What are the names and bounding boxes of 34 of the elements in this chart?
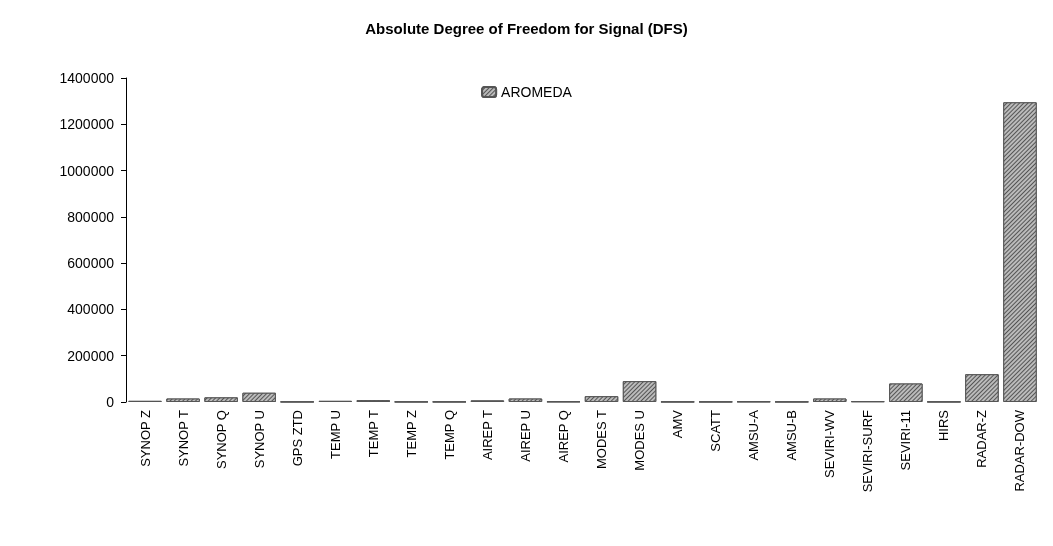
legend-label: AROMEDA bbox=[501, 84, 573, 100]
x-tick-label: SEVIRI-SURF bbox=[860, 409, 876, 493]
x-tick-label: TEMP Q bbox=[441, 410, 457, 460]
y-tick-label: 1200000 bbox=[59, 116, 115, 133]
x-tick-label: AIREP T bbox=[479, 409, 495, 461]
y-tick-label: 800000 bbox=[67, 208, 115, 225]
x-tick-label: MODES U bbox=[632, 410, 648, 471]
x-tick-label: TEMP U bbox=[327, 410, 343, 459]
x-tick-label: AIREP U bbox=[517, 410, 533, 462]
x-tick-label: SYNOP Z bbox=[137, 409, 153, 467]
x-tick-label: AMSU-A bbox=[746, 409, 762, 461]
x-tick-label: SYNOP Q bbox=[213, 410, 229, 470]
y-tick-label: 1400000 bbox=[59, 70, 115, 86]
y-tick-label: 400000 bbox=[67, 301, 115, 318]
x-tick-label: TEMP T bbox=[365, 409, 381, 458]
y-tick-label: 1000000 bbox=[59, 162, 115, 179]
x-tick-label: RADAR-DOW bbox=[1012, 409, 1028, 492]
x-tick-label: SYNOP U bbox=[251, 410, 267, 469]
x-tick-label: GPS ZTD bbox=[289, 410, 305, 467]
x-tick-label: TEMP Z bbox=[403, 409, 419, 458]
chart-title: Absolute Degree of Freedom for Signal (DFS) bbox=[365, 20, 688, 37]
x-tick-label: MODES T bbox=[594, 409, 610, 469]
x-tick-label: HIRS bbox=[936, 409, 952, 442]
x-tick-label: AIREP Q bbox=[555, 410, 571, 463]
x-tick-label: RADAR-Z bbox=[974, 409, 990, 468]
x-tick-label: SEVIRI-WV bbox=[822, 409, 838, 478]
y-tick-label: 600000 bbox=[67, 255, 115, 272]
x-tick-label: SCATT bbox=[708, 409, 724, 452]
y-tick-label: 200000 bbox=[67, 347, 115, 364]
x-tick-label: AMSU-B bbox=[784, 410, 800, 461]
x-tick-label: AMV bbox=[670, 409, 686, 439]
y-tick-label: 0 bbox=[106, 394, 115, 410]
x-tick-label: SYNOP T bbox=[175, 409, 191, 467]
x-tick-label: SEVIRI-11 bbox=[898, 410, 914, 471]
